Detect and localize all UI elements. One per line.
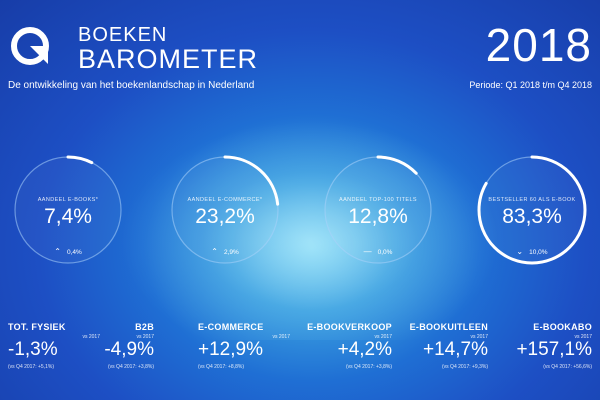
gauge-label: AANDEEL TOP-100 TITELS <box>339 197 417 203</box>
gauge-fill-arc <box>13 155 123 265</box>
gauge-ring <box>13 155 123 265</box>
gauge-top100: AANDEEL TOP-100 TITELS 12,8% — 0,0% <box>318 150 438 270</box>
stat-previous: (vs Q4 2017: +56,6%) <box>543 364 592 370</box>
stat-ebookuitleen: E-BOOKUITLEEN vs 2017 +14,7% (vs Q4 2017… <box>396 322 488 370</box>
gauge-change: ⌄ 10,0% <box>472 247 592 256</box>
gauge-change-value: 10,0% <box>529 249 548 256</box>
stat-b2b: B2B vs 2017 -4,9% (vs Q4 2017: +3,8%) <box>62 322 154 370</box>
gauge-change-value: 0,0% <box>377 249 393 256</box>
stat-previous: (vs Q4 2017: +3,8%) <box>346 364 392 370</box>
stat-name: E-BOOKVERKOOP <box>307 322 392 332</box>
stat-value: +12,9% <box>198 339 263 360</box>
stat-ecommerce: E-COMMERCE vs 2017 +12,9% (vs Q4 2017: +… <box>198 322 290 370</box>
gauge-ecommerce: AANDEEL E-COMMERCE* 23,2% ⌃ 2,9% <box>165 150 285 270</box>
stat-name: E-BOOKUITLEEN <box>409 322 488 332</box>
stat-value: +4,2% <box>337 339 392 360</box>
gauge-value: 83,3% <box>502 205 562 228</box>
gauge-label: BESTSELLER 60 ALS E-BOOK <box>488 197 576 203</box>
gauge-change-value: 0,4% <box>66 249 82 256</box>
stat-previous: (vs Q4 2017: +9,3%) <box>442 364 488 370</box>
gauge-value: 7,4% <box>44 205 92 228</box>
stat-previous: (vs Q4 2017: +8,8%) <box>198 364 244 370</box>
chevron-down-icon: ⌄ <box>516 247 524 256</box>
stat-vs: vs 2017 <box>136 334 154 340</box>
stat-value: +157,1% <box>516 339 592 360</box>
page-subtitle: De ontwikkeling van het boekenlandschap … <box>8 80 255 91</box>
gauge-value: 23,2% <box>195 205 255 228</box>
stat-vs: vs 2017 <box>574 334 592 340</box>
gauge-label: AANDEEL E-BOOKS* <box>37 197 99 203</box>
gauge-value: 12,8% <box>348 205 408 228</box>
stat-value: +14,7% <box>423 339 488 360</box>
magnifier-logo-icon <box>11 27 49 65</box>
dash-icon: — <box>363 247 372 256</box>
stat-tot-fysiek: TOT. FYSIEK vs 2017 -1,3% (vs Q4 2017: +… <box>8 322 100 370</box>
period-label: Periode: Q1 2018 t/m Q4 2018 <box>469 80 592 90</box>
stat-previous: (vs Q4 2017: +3,8%) <box>108 364 154 370</box>
gauge-ring <box>323 155 433 265</box>
gauge-ring <box>477 155 587 265</box>
gauge-fill-arc <box>323 155 433 265</box>
stat-name: TOT. FYSIEK <box>8 322 66 332</box>
chevron-up-icon: ⌃ <box>54 247 61 256</box>
stat-vs: vs 2017 <box>470 334 488 340</box>
stat-ebookabo: E-BOOKABO vs 2017 +157,1% (vs Q4 2017: +… <box>500 322 592 370</box>
gauge-ring <box>170 155 280 265</box>
stat-value: -1,3% <box>8 339 58 360</box>
gauge-fill-arc <box>170 155 280 265</box>
stat-previous: (vs Q4 2017: +5,1%) <box>8 364 54 370</box>
stat-name: E-COMMERCE <box>198 322 264 332</box>
stat-vs: vs 2017 <box>374 334 392 340</box>
brand-name-top: BOEKEN <box>78 24 168 46</box>
brand-name-bottom: BAROMETER <box>78 44 259 74</box>
gauge-change: ⌃ 2,9% <box>165 247 285 256</box>
chevron-up-icon: ⌃ <box>211 247 218 256</box>
gauge-change: ⌃ 0,4% <box>8 247 128 256</box>
gauge-change-value: 2,9% <box>223 249 239 256</box>
gauge-change: — 0,0% <box>318 247 438 256</box>
gauge-fill-arc <box>477 155 587 265</box>
gauge-label: AANDEEL E-COMMERCE* <box>187 197 263 203</box>
stat-value: -4,9% <box>104 339 154 360</box>
stat-vs: vs 2017 <box>82 334 100 340</box>
year-title: 2018 <box>485 19 592 71</box>
stat-name: B2B <box>135 322 154 332</box>
stat-name: E-BOOKABO <box>533 322 592 332</box>
stat-ebookverkoop: E-BOOKVERKOOP vs 2017 +4,2% (vs Q4 2017:… <box>300 322 392 370</box>
gauge-ebooks: AANDEEL E-BOOKS* 7,4% ⌃ 0,4% <box>8 150 128 270</box>
stat-vs: vs 2017 <box>272 334 290 340</box>
gauge-bestseller: BESTSELLER 60 ALS E-BOOK 83,3% ⌄ 10,0% <box>472 150 592 270</box>
